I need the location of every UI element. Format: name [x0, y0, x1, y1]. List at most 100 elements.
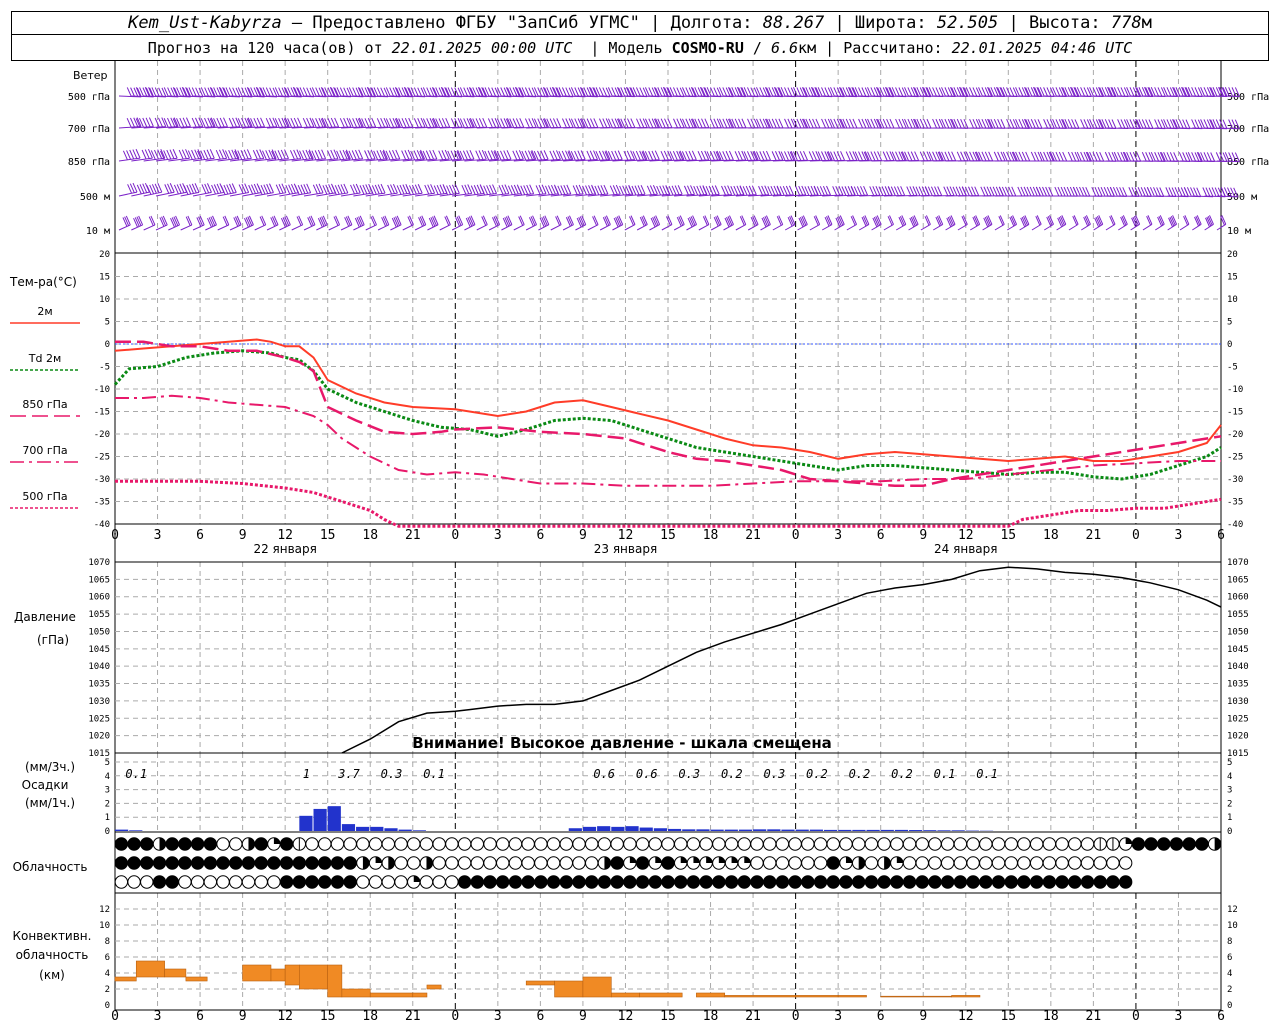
wind-barb-feather — [1169, 87, 1175, 97]
temp-y-tick-left: 20 — [99, 250, 110, 260]
wind-barb-feather — [146, 185, 152, 195]
wind-barb-feather — [517, 185, 523, 196]
cloud-circle — [127, 837, 141, 851]
wind-barb-feather — [767, 186, 773, 196]
wind-barb — [1155, 223, 1165, 231]
cloud-symbol — [178, 875, 192, 889]
temp-x-tick: 15 — [320, 528, 336, 543]
cloud-circle — [928, 856, 942, 870]
wind-barb-feather — [804, 186, 810, 196]
wind-barb-feather — [577, 150, 583, 160]
cloud-symbol — [686, 837, 701, 851]
wind-barb-feather — [973, 216, 979, 226]
wind-barb-feather — [926, 87, 932, 97]
prec-3h-total: 3.7 — [337, 767, 360, 781]
wind-barb-feather — [496, 118, 502, 128]
header-row-2: Прогноз на 120 часа(ов) от 22.01.2025 00… — [11, 35, 1269, 61]
conv-title: Конвективн. — [13, 929, 92, 943]
wind-barb-feather — [697, 118, 703, 128]
wind-barb-feather — [469, 87, 475, 97]
wind-barb-feather — [445, 215, 451, 225]
wind-barb-feather — [1117, 151, 1123, 162]
wind-barb — [1192, 223, 1202, 231]
wind-barb-feather — [812, 151, 817, 161]
wind-barb-feather — [895, 87, 900, 97]
wind-barb-feather — [330, 149, 336, 160]
temp-series-line — [115, 340, 1222, 488]
wind-barb-feather — [266, 183, 272, 194]
wind-barb-feather — [382, 149, 388, 160]
wind-barb-feather — [399, 184, 405, 195]
wind-barb-feather — [470, 185, 476, 195]
wind-barb-feather — [1059, 216, 1065, 226]
wind-barb-feather — [955, 186, 961, 196]
precip-bar — [753, 829, 767, 831]
wind-barb-feather — [151, 184, 157, 194]
temp-x-tick: 12 — [277, 528, 293, 543]
wind-barb-feather — [507, 215, 513, 225]
wind-barb-feather — [992, 186, 998, 197]
cloud-circle — [851, 875, 866, 889]
wind-barb-feather — [1123, 87, 1129, 97]
wind-barb-feather — [506, 118, 512, 128]
wind-barb-feather — [362, 184, 368, 195]
cloud-circle — [775, 875, 790, 889]
wind-barb-feather — [364, 87, 370, 97]
wind-barb-feather — [910, 151, 916, 161]
wind-barb-feather — [620, 87, 626, 97]
cloud-circle — [534, 856, 548, 870]
wind-barb-feather — [1172, 215, 1178, 225]
cloud-circle — [419, 837, 434, 851]
wind-barb-feather — [1074, 151, 1080, 162]
wind-barb-feather — [699, 185, 705, 195]
precip-bar — [682, 829, 696, 831]
bottom-x-tick: 3 — [1175, 1009, 1183, 1024]
prec-y-tick-right: 1 — [1227, 813, 1232, 823]
wind-barb-feather — [990, 118, 996, 129]
wind-barb-feather — [334, 87, 340, 98]
wind-barb-feather — [241, 183, 247, 194]
wind-barb-feather — [1045, 186, 1051, 197]
wind-barb-feather — [1052, 87, 1058, 97]
wind-barb-feather — [867, 151, 872, 161]
wind-barb-feather — [1024, 118, 1030, 129]
cloud-circle — [457, 875, 472, 889]
cloud-symbol — [432, 837, 446, 851]
wind-barb-feather — [379, 149, 385, 160]
wind-barb — [587, 224, 599, 231]
wind-barb-feather — [1049, 151, 1055, 162]
pres-y-tick-right: 1035 — [1227, 680, 1249, 690]
wind-barb-feather — [778, 150, 784, 161]
wind-barb-feather — [1071, 87, 1077, 97]
wind-barb-feather — [560, 185, 566, 195]
wind-barb-feather — [216, 183, 222, 194]
temp-y-tick-right: -40 — [1227, 520, 1243, 530]
wind-barb-feather — [1227, 187, 1232, 197]
wind-barb-feather — [593, 87, 599, 97]
wind-barb-feather — [963, 118, 969, 129]
wind-barb-feather — [981, 151, 987, 162]
wind-barb-feather — [457, 149, 463, 160]
wind-barb-feather — [904, 87, 909, 97]
wind-barb-feather — [588, 86, 594, 97]
wind-barb-feather — [750, 118, 756, 129]
wind-barb-feather — [237, 118, 243, 128]
cloud-symbol — [623, 837, 637, 851]
cloud-circle — [902, 856, 917, 870]
wind-barb-feather — [949, 216, 955, 226]
wind-barb-feather — [432, 216, 437, 226]
wind-barb-feather — [611, 87, 617, 97]
wind-barb-feather — [550, 184, 556, 195]
cloud-circle — [661, 837, 675, 851]
wind-barb-feather — [586, 87, 592, 97]
wind-barb-feather — [782, 185, 788, 196]
wind-barb-feather — [747, 118, 752, 129]
cloud-symbol — [559, 856, 573, 870]
cloud-circle — [585, 837, 599, 851]
wind-barb-feather — [420, 149, 425, 160]
wind-barb — [908, 224, 919, 231]
wind-barb-feather — [515, 118, 521, 128]
prec-3h-total: 0.3 — [381, 767, 403, 781]
wind-barb-feather — [674, 185, 680, 195]
wind-barb-feather — [889, 151, 895, 161]
